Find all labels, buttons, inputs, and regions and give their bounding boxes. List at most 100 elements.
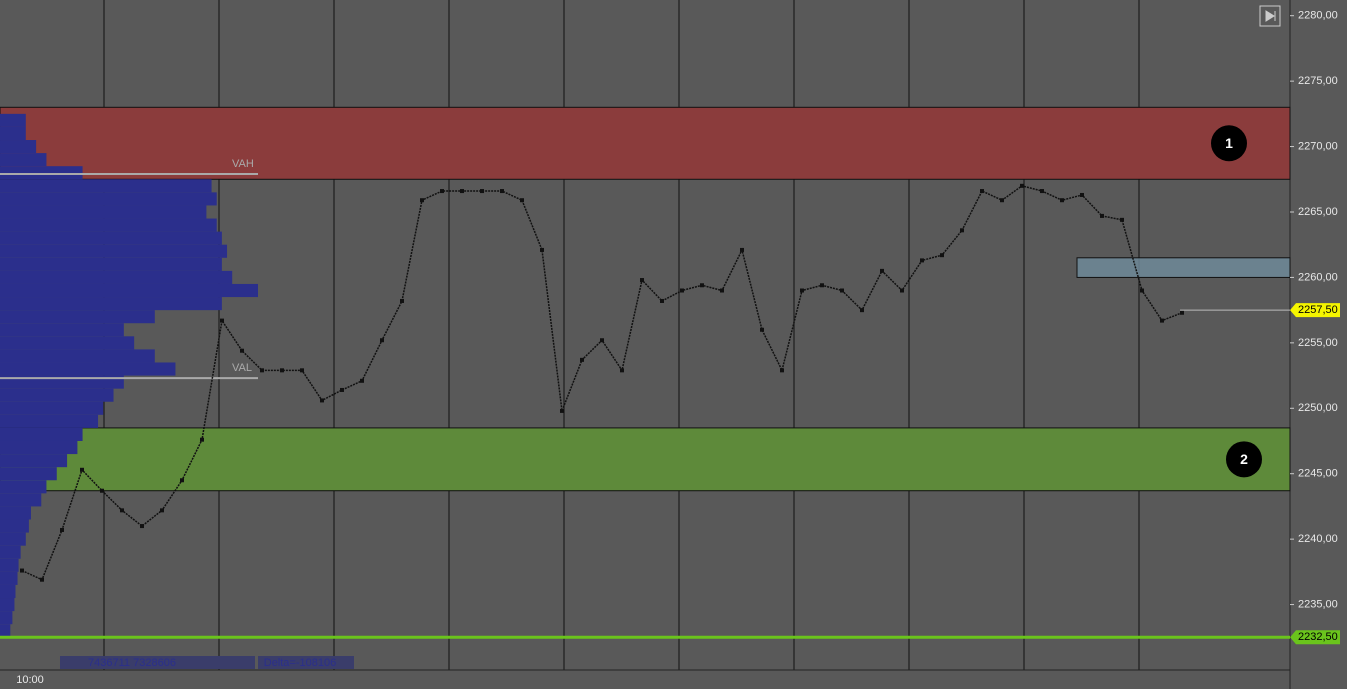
profile-bar: [0, 283, 258, 298]
last-price-tag: [1290, 303, 1340, 318]
price-bar: [100, 488, 104, 493]
profile-bar: [0, 153, 47, 167]
price-bar: [180, 478, 184, 483]
toolbar-icon: [1265, 10, 1276, 22]
price-bar: [160, 508, 164, 513]
y-tick-label: 2260,00: [1298, 271, 1338, 283]
price-bar: [400, 298, 404, 303]
price-bar: [520, 198, 524, 203]
y-tick-label: 2240,00: [1298, 533, 1338, 545]
price-bar: [60, 527, 64, 532]
price-bar: [240, 348, 244, 353]
price-bar: [840, 288, 844, 293]
price-bar: [940, 253, 944, 258]
price-bar: [20, 568, 24, 573]
profile-bar: [0, 166, 83, 180]
price-bar: [1080, 192, 1084, 197]
zone: [0, 427, 1291, 492]
profile-bar: [0, 440, 78, 455]
profile-bar: [0, 427, 83, 441]
price-bar: [1040, 189, 1044, 194]
price-bar: [1160, 318, 1164, 323]
zone-marker: [1226, 441, 1262, 478]
price-bar: [660, 298, 664, 303]
toolbar-button[interactable]: [1259, 5, 1281, 27]
price-bar: [1020, 183, 1024, 188]
profile-bar: [0, 244, 228, 258]
profile-bar: [0, 454, 68, 468]
support-tag: [1290, 630, 1340, 645]
profile-bar: [0, 506, 31, 520]
profile-bar: [0, 545, 21, 559]
price-bar: [440, 189, 444, 194]
price-bar: [300, 368, 304, 373]
profile-bar: [0, 310, 155, 324]
profile-bar: [0, 297, 222, 311]
profile-bar: [0, 611, 13, 625]
price-bar: [780, 368, 784, 373]
price-bar: [560, 408, 564, 413]
price-bar: [340, 387, 344, 392]
price-bar: [1000, 198, 1004, 203]
y-tick-label: 2255,00: [1298, 337, 1338, 349]
price-bar: [1140, 288, 1144, 293]
zone: [1076, 257, 1291, 278]
price-bar: [420, 198, 424, 203]
price-bar: [620, 368, 624, 373]
profile-bar: [0, 467, 57, 481]
profile-bar: [0, 231, 222, 245]
price-bar: [40, 577, 44, 582]
price-bar: [260, 368, 264, 373]
price-bar: [380, 338, 384, 343]
price-bar: [600, 338, 604, 343]
price-bar: [960, 228, 964, 233]
profile-bar: [0, 584, 16, 599]
profile-bar: [0, 362, 176, 376]
y-tick-label: 2250,00: [1298, 402, 1338, 414]
price-bar: [1100, 213, 1104, 218]
price-bar: [720, 288, 724, 293]
price-bar: [1180, 310, 1184, 315]
y-tick-label: 2245,00: [1298, 468, 1338, 480]
zone-marker: [1211, 125, 1247, 162]
profile-bar: [0, 480, 47, 494]
profile-bar: [0, 414, 99, 428]
y-tick-label: 2235,00: [1298, 598, 1338, 610]
price-bar: [460, 189, 464, 194]
price-bar: [680, 288, 684, 293]
last-price-label: 2257,50: [1298, 304, 1338, 316]
price-bar: [320, 398, 324, 403]
profile-bar: [0, 257, 222, 271]
price-bar: [900, 288, 904, 293]
profile-bar: [0, 140, 37, 154]
zone-label: 1: [1225, 135, 1233, 151]
price-bar: [1120, 217, 1124, 222]
price-bar: [220, 318, 224, 323]
zone-label: 2: [1240, 451, 1248, 467]
price-bar: [540, 247, 544, 252]
footer-volumes: 7436711 7328606: [88, 657, 176, 669]
footer-delta: Delta=-108106: [264, 657, 336, 669]
time-grid: [103, 0, 1140, 670]
profile-bar: [0, 493, 42, 507]
profile-bar: [0, 179, 212, 193]
profile-bar: [0, 205, 207, 219]
y-tick-label: 2265,00: [1298, 206, 1338, 218]
price-bar: [640, 278, 644, 283]
profile-bar: [0, 126, 26, 141]
price-bar: [980, 189, 984, 194]
price-bar: [480, 189, 484, 194]
footer-box: [258, 656, 354, 669]
price-bar: [860, 308, 864, 313]
price-bar: [700, 283, 704, 288]
profile-bar: [0, 336, 135, 350]
profile-bar: [0, 519, 29, 533]
plot: 1 2 VAH VAL 2235,00 2240,00 2245,00 2250,00 2255…: [0, 10, 1340, 645]
profile-bar: [0, 218, 217, 232]
profile-bar: [0, 532, 26, 546]
price-bar: [800, 288, 804, 293]
y-tick-label: 2280,00: [1298, 10, 1338, 22]
price-bar: [200, 437, 204, 442]
price-bar: [280, 368, 284, 373]
